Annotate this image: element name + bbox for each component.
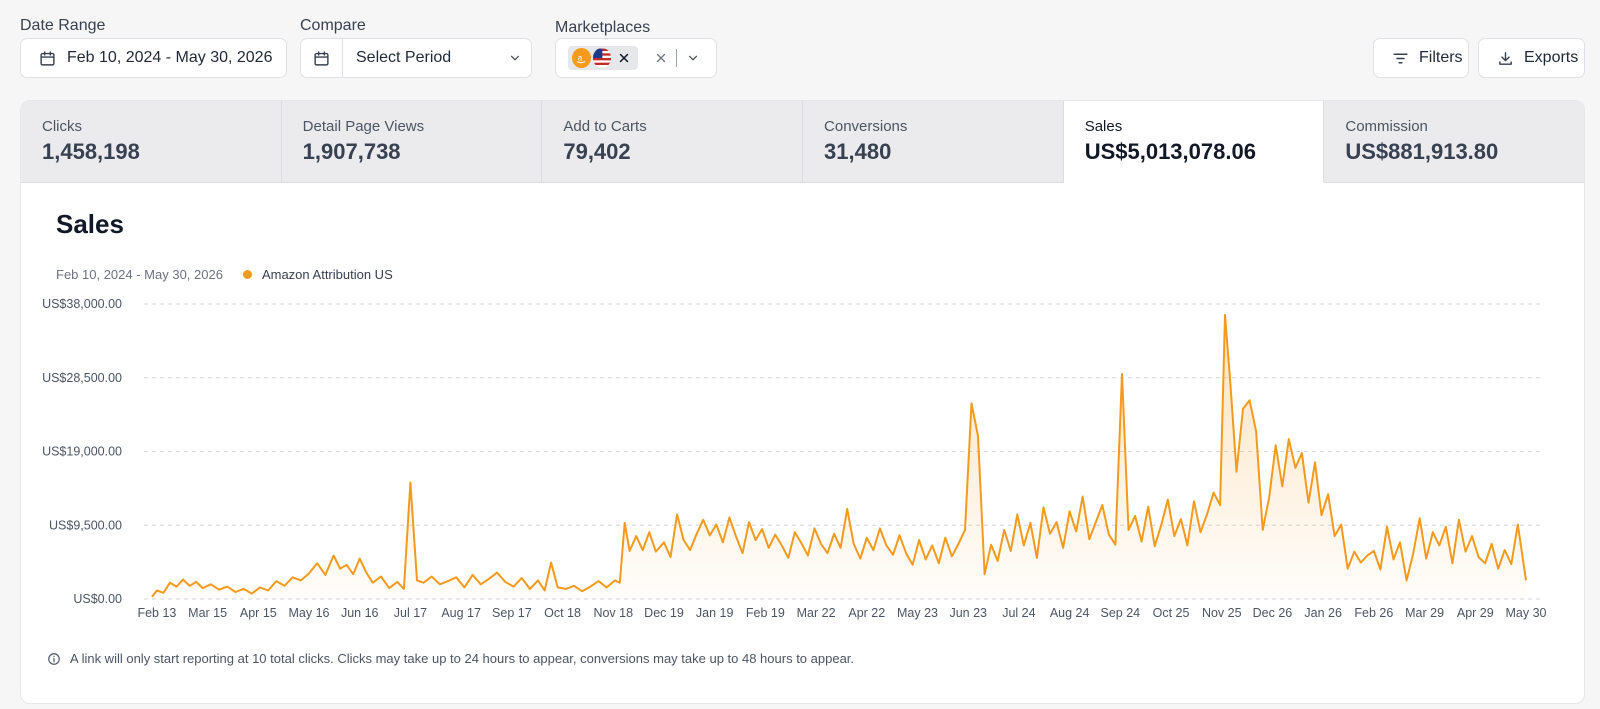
- metric-label: Sales: [1084, 118, 1123, 135]
- footnote: A link will only start reporting at 10 t…: [47, 651, 854, 666]
- x-tick-label: Apr 22: [848, 606, 885, 620]
- x-tick-label: Mar 29: [1405, 606, 1444, 620]
- x-tick-label: Oct 18: [544, 606, 581, 620]
- y-tick-label: US$9,500.00: [49, 518, 122, 532]
- x-tick-label: Mar 15: [188, 606, 227, 620]
- sales-area: [152, 314, 1526, 599]
- legend-dot: [242, 270, 252, 279]
- metric-label: Clicks: [42, 118, 82, 135]
- metric-value: 79,402: [563, 139, 631, 164]
- marketplaces-select[interactable]: a: [555, 38, 717, 78]
- tab-add-to-carts[interactable]: Add to Carts 79,402: [542, 101, 804, 183]
- y-tick-label: US$0.00: [73, 592, 122, 606]
- compare-label: Compare: [300, 17, 366, 34]
- metric-label: Conversions: [824, 118, 908, 135]
- chevron-down-icon[interactable]: [677, 51, 709, 65]
- x-tick-label: May 23: [897, 606, 938, 620]
- x-tick-label: Aug 17: [441, 606, 481, 620]
- y-tick-label: US$28,500.00: [42, 371, 122, 385]
- tab-clicks[interactable]: Clicks 1,458,198: [21, 101, 282, 183]
- metric-value: 1,907,738: [302, 139, 401, 164]
- metric-label: Add to Carts: [563, 118, 647, 135]
- x-tick-label: May 16: [289, 606, 330, 620]
- x-tick-label: Dec 26: [1253, 606, 1293, 620]
- sales-chart[interactable]: US$0.00 US$9,500.00 US$19,000.00 US$28,500.…: [21, 101, 1585, 631]
- clear-icon[interactable]: [646, 52, 676, 64]
- tab-sales[interactable]: Sales US$5,013,078.06: [1063, 101, 1325, 183]
- x-tick-label: Jul 17: [394, 606, 427, 620]
- compare-placeholder: Select Period: [356, 49, 452, 66]
- remove-chip-icon[interactable]: [613, 52, 634, 64]
- compare-period-select[interactable]: Select Period: [300, 38, 532, 78]
- metrics-card: Clicks 1,458,198 Detail Page Views 1,907…: [20, 100, 1585, 704]
- exports-button-label: Exports: [1524, 49, 1579, 66]
- calendar-icon: [21, 50, 73, 67]
- x-tick-label: Jan 19: [696, 606, 734, 620]
- footnote-text: A link will only start reporting at 10 t…: [70, 651, 855, 666]
- x-tick-label: Apr 15: [240, 606, 277, 620]
- x-tick-label: May 30: [1506, 606, 1547, 620]
- x-tick-label: Nov 25: [1202, 606, 1242, 620]
- x-tick-label: Jun 16: [341, 606, 379, 620]
- chart-legend: Feb 10, 2024 - May 30, 2026 Amazon Attri…: [56, 267, 393, 282]
- metric-value: 31,480: [824, 139, 892, 164]
- x-tick-label: Feb 13: [137, 606, 176, 620]
- calendar-icon: [301, 39, 343, 77]
- x-tick-label: Jun 23: [949, 606, 987, 620]
- metric-label: Commission: [1345, 118, 1428, 135]
- filter-icon: [1392, 50, 1409, 67]
- x-tick-label: Sep 17: [492, 606, 532, 620]
- metric-value: US$881,913.80: [1345, 139, 1499, 164]
- x-tick-label: Feb 19: [746, 606, 785, 620]
- marketplace-chip-us: a: [568, 46, 638, 70]
- filters-button-label: Filters: [1419, 49, 1463, 66]
- filters-button[interactable]: Filters: [1373, 38, 1469, 78]
- chart-title: Sales: [56, 209, 124, 239]
- y-tick-label: US$38,000.00: [42, 297, 122, 311]
- exports-button[interactable]: Exports: [1478, 38, 1585, 78]
- legend-series-name[interactable]: Amazon Attribution US: [261, 267, 393, 282]
- sales-line: [151, 313, 1527, 598]
- metric-tabs: Clicks 1,458,198 Detail Page Views 1,907…: [21, 101, 1584, 183]
- download-icon: [1497, 50, 1514, 67]
- x-tick-label: Dec 19: [644, 606, 684, 620]
- x-tick-label: Jan 26: [1304, 606, 1342, 620]
- metric-value: 1,458,198: [42, 139, 140, 164]
- info-icon: [47, 652, 61, 666]
- separator: [676, 49, 677, 67]
- chart-date-range: Feb 10, 2024 - May 30, 2026: [56, 267, 223, 282]
- x-tick-label: Aug 24: [1050, 606, 1090, 620]
- x-tick-label: Feb 26: [1354, 606, 1393, 620]
- chevron-down-icon: [499, 51, 531, 65]
- date-range-value: Feb 10, 2024 - May 30, 2026: [67, 49, 273, 66]
- marketplaces-label: Marketplaces: [555, 19, 651, 36]
- x-tick-label: Apr 29: [1457, 606, 1494, 620]
- x-tick-label: Oct 25: [1153, 606, 1190, 620]
- date-range-label: Date Range: [20, 17, 106, 34]
- x-tick-label: Jul 24: [1002, 606, 1035, 620]
- metric-value: US$5,013,078.06: [1084, 139, 1256, 164]
- tab-detail-page-views[interactable]: Detail Page Views 1,907,738: [281, 101, 543, 183]
- x-tick-label: Sep 24: [1101, 606, 1141, 620]
- x-tick-label: Nov 18: [593, 606, 633, 620]
- us-flag-icon: [592, 48, 612, 68]
- svg-text:a: a: [578, 52, 583, 62]
- metric-label: Detail Page Views: [302, 118, 425, 135]
- tab-conversions[interactable]: Conversions 31,480: [803, 101, 1064, 183]
- date-range-picker[interactable]: Feb 10, 2024 - May 30, 2026: [20, 38, 287, 78]
- y-tick-label: US$19,000.00: [42, 445, 122, 459]
- x-tick-label: Mar 22: [797, 606, 836, 620]
- amazon-icon: a: [572, 48, 591, 68]
- tab-commission[interactable]: Commission US$881,913.80: [1324, 101, 1584, 183]
